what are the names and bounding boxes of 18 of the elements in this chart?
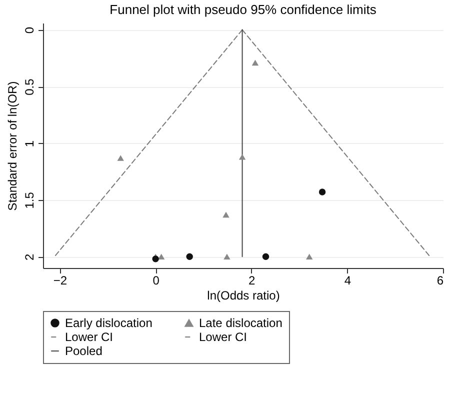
legend-label: Lower CI [65, 330, 114, 344]
y-tick-label: 0 [22, 26, 36, 34]
chart-title: Funnel plot with pseudo 95% confidence limits [110, 2, 377, 17]
x-tick-label: 2 [248, 274, 256, 288]
legend-label: Late dislocation [199, 316, 282, 330]
y-tick-label: 0.5 [22, 78, 36, 96]
y-tick-label: 1.5 [22, 192, 36, 209]
x-tick-label: 0 [152, 274, 160, 288]
x-tick-label: 6 [436, 274, 444, 288]
x-tick-label: −2 [53, 274, 68, 288]
x-tick-label: 4 [344, 274, 352, 288]
legend-label: Lower CI [199, 330, 248, 344]
y-axis-title: Standard error of ln(OR) [6, 81, 20, 211]
legend-label: Pooled [65, 344, 102, 358]
y-tick-label: 2 [22, 254, 36, 260]
y-tick-label: 1 [22, 140, 36, 148]
x-axis-title: ln(Odds ratio) [207, 288, 280, 302]
legend-label: Early dislocation [65, 316, 152, 330]
